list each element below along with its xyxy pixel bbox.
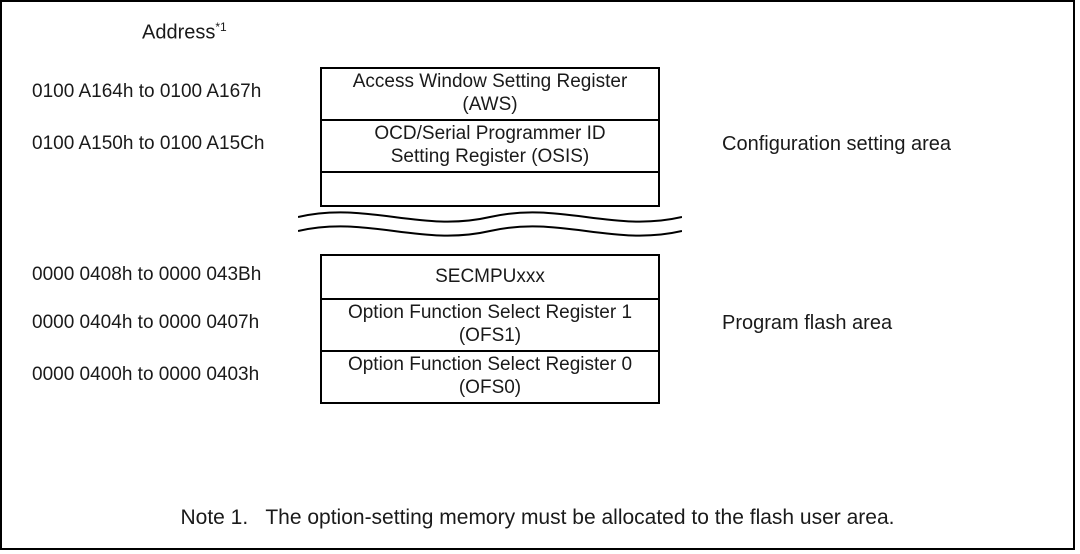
- register-label-line: Option Function Select Register 1: [326, 302, 654, 325]
- register-box: Option Function Select Register 0(OFS0): [320, 350, 660, 404]
- register-label-line: (AWS): [326, 94, 654, 117]
- memory-gap-wave: [298, 198, 682, 250]
- register-label-line: OCD/Serial Programmer ID: [326, 123, 654, 146]
- address-label: 0000 0404h to 0000 0407h: [32, 312, 302, 334]
- address-header-superscript: *1: [215, 20, 226, 34]
- register-box: Access Window Setting Register(AWS): [320, 67, 660, 121]
- register-label-line: (OFS0): [326, 377, 654, 400]
- footnote: Note 1. The option-setting memory must b…: [2, 506, 1073, 530]
- footnote-prefix: Note 1.: [180, 506, 248, 529]
- area-label: Configuration setting area: [722, 133, 951, 156]
- register-label-line: Setting Register (OSIS): [326, 146, 654, 169]
- register-box: Option Function Select Register 1(OFS1): [320, 298, 660, 352]
- area-label: Program flash area: [722, 312, 892, 335]
- address-label: 0100 A164h to 0100 A167h: [32, 81, 302, 103]
- register-label-line: SECMPUxxx: [326, 266, 654, 289]
- register-label-line: (OFS1): [326, 325, 654, 348]
- address-label: 0000 0408h to 0000 043Bh: [32, 264, 302, 286]
- register-label-line: Option Function Select Register 0: [326, 354, 654, 377]
- diagram-frame: Address*1 0100 A164h to 0100 A167h Access…: [0, 0, 1075, 550]
- footnote-text: The option-setting memory must be alloca…: [265, 506, 894, 529]
- address-label: 0000 0400h to 0000 0403h: [32, 364, 302, 386]
- register-box: OCD/Serial Programmer IDSetting Register…: [320, 119, 660, 173]
- register-label-line: Access Window Setting Register: [326, 71, 654, 94]
- address-column-header: Address*1: [142, 20, 227, 45]
- address-header-text: Address: [142, 22, 215, 44]
- address-label: 0100 A150h to 0100 A15Ch: [32, 133, 302, 155]
- register-box: SECMPUxxx: [320, 254, 660, 300]
